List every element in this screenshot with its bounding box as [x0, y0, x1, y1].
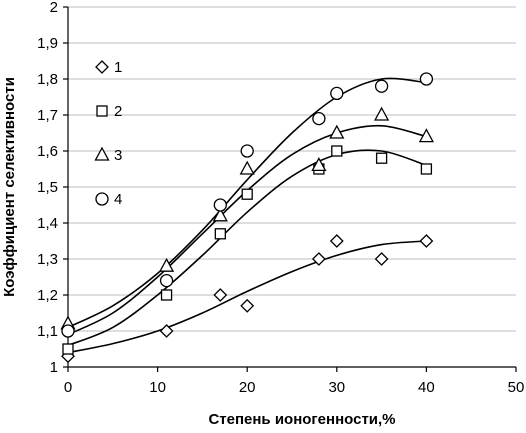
y-tick-label-5: 1,5: [37, 179, 58, 196]
y-tick-label-8: 1,8: [37, 71, 58, 88]
legend-marker-3: [94, 146, 110, 161]
point-series-4-1: [159, 273, 174, 288]
point-series-4-3: [240, 144, 254, 158]
trend-curve-series-2: [67, 149, 427, 347]
point-series-2-0: [62, 343, 74, 355]
point-series-2-2: [214, 228, 226, 240]
y-axis-title: Коэффициент селективности: [1, 77, 18, 297]
point-series-2-3: [241, 188, 253, 200]
legend-marker-2: [96, 105, 108, 117]
legend-label-2: 2: [114, 103, 122, 120]
legend-marker-4: [95, 192, 109, 206]
point-series-4-0: [61, 324, 75, 338]
point-series-1-6: [374, 252, 389, 266]
y-tick-label-3: 1,3: [37, 251, 58, 268]
y-tick-label-0: 1: [50, 359, 58, 376]
legend-label-3: 3: [114, 147, 122, 164]
trend-curve-series-1: [67, 240, 427, 354]
legend-label-1: 1: [114, 59, 122, 76]
point-series-3-4: [311, 157, 327, 172]
y-tick-label-2: 1,2: [37, 287, 58, 304]
y-tick-label-9: 1,9: [37, 35, 58, 52]
point-series-4-5: [330, 86, 344, 101]
point-series-1-1: [159, 324, 174, 338]
x-tick-label-0: 0: [64, 379, 72, 396]
legend-label-4: 4: [114, 191, 122, 208]
point-series-2-1: [160, 289, 173, 301]
y-tick-label-10: 2: [50, 0, 58, 16]
point-series-1-2: [213, 288, 228, 302]
point-series-3-2: [212, 207, 228, 222]
point-series-3-3: [239, 160, 255, 175]
point-series-1-4: [311, 252, 326, 266]
axes: [63, 6, 517, 372]
point-series-1-7: [419, 234, 434, 248]
point-series-3-7: [418, 128, 434, 143]
grid-lines: [68, 6, 516, 332]
x-tick-label-1: 10: [149, 379, 166, 396]
x-tick-label-4: 40: [418, 379, 435, 396]
point-series-4-6: [374, 79, 389, 93]
legend-marker-1: [95, 60, 109, 74]
point-series-2-6: [375, 152, 388, 164]
point-series-4-4: [312, 111, 326, 126]
point-series-3-5: [329, 124, 345, 139]
y-tick-label-1: 1,1: [37, 323, 58, 340]
point-series-4-7: [419, 72, 434, 86]
point-series-1-3: [240, 298, 255, 313]
y-tick-label-4: 1,4: [37, 215, 58, 232]
point-series-3-6: [374, 106, 390, 121]
x-axis-title: Степень ионогенности,%: [208, 411, 395, 428]
point-series-2-7: [420, 163, 433, 175]
x-tick-label-5: 50: [508, 379, 525, 396]
point-series-1-5: [329, 234, 344, 248]
data-markers: [60, 72, 434, 364]
y-tick-label-6: 1,6: [37, 143, 58, 160]
point-series-2-5: [331, 145, 343, 157]
x-tick-label-3: 30: [328, 379, 345, 396]
y-tick-label-7: 1,7: [37, 107, 58, 124]
x-tick-label-2: 20: [239, 379, 256, 396]
point-series-3-1: [158, 257, 175, 272]
tick-labels: 11,11,21,31,41,51,61,71,81,920 10 20 30 40 50: [37, 0, 524, 396]
trend-curve-series-4: [67, 77, 427, 329]
legend: 1 2 3 4: [94, 59, 122, 208]
point-series-4-2: [213, 198, 227, 212]
